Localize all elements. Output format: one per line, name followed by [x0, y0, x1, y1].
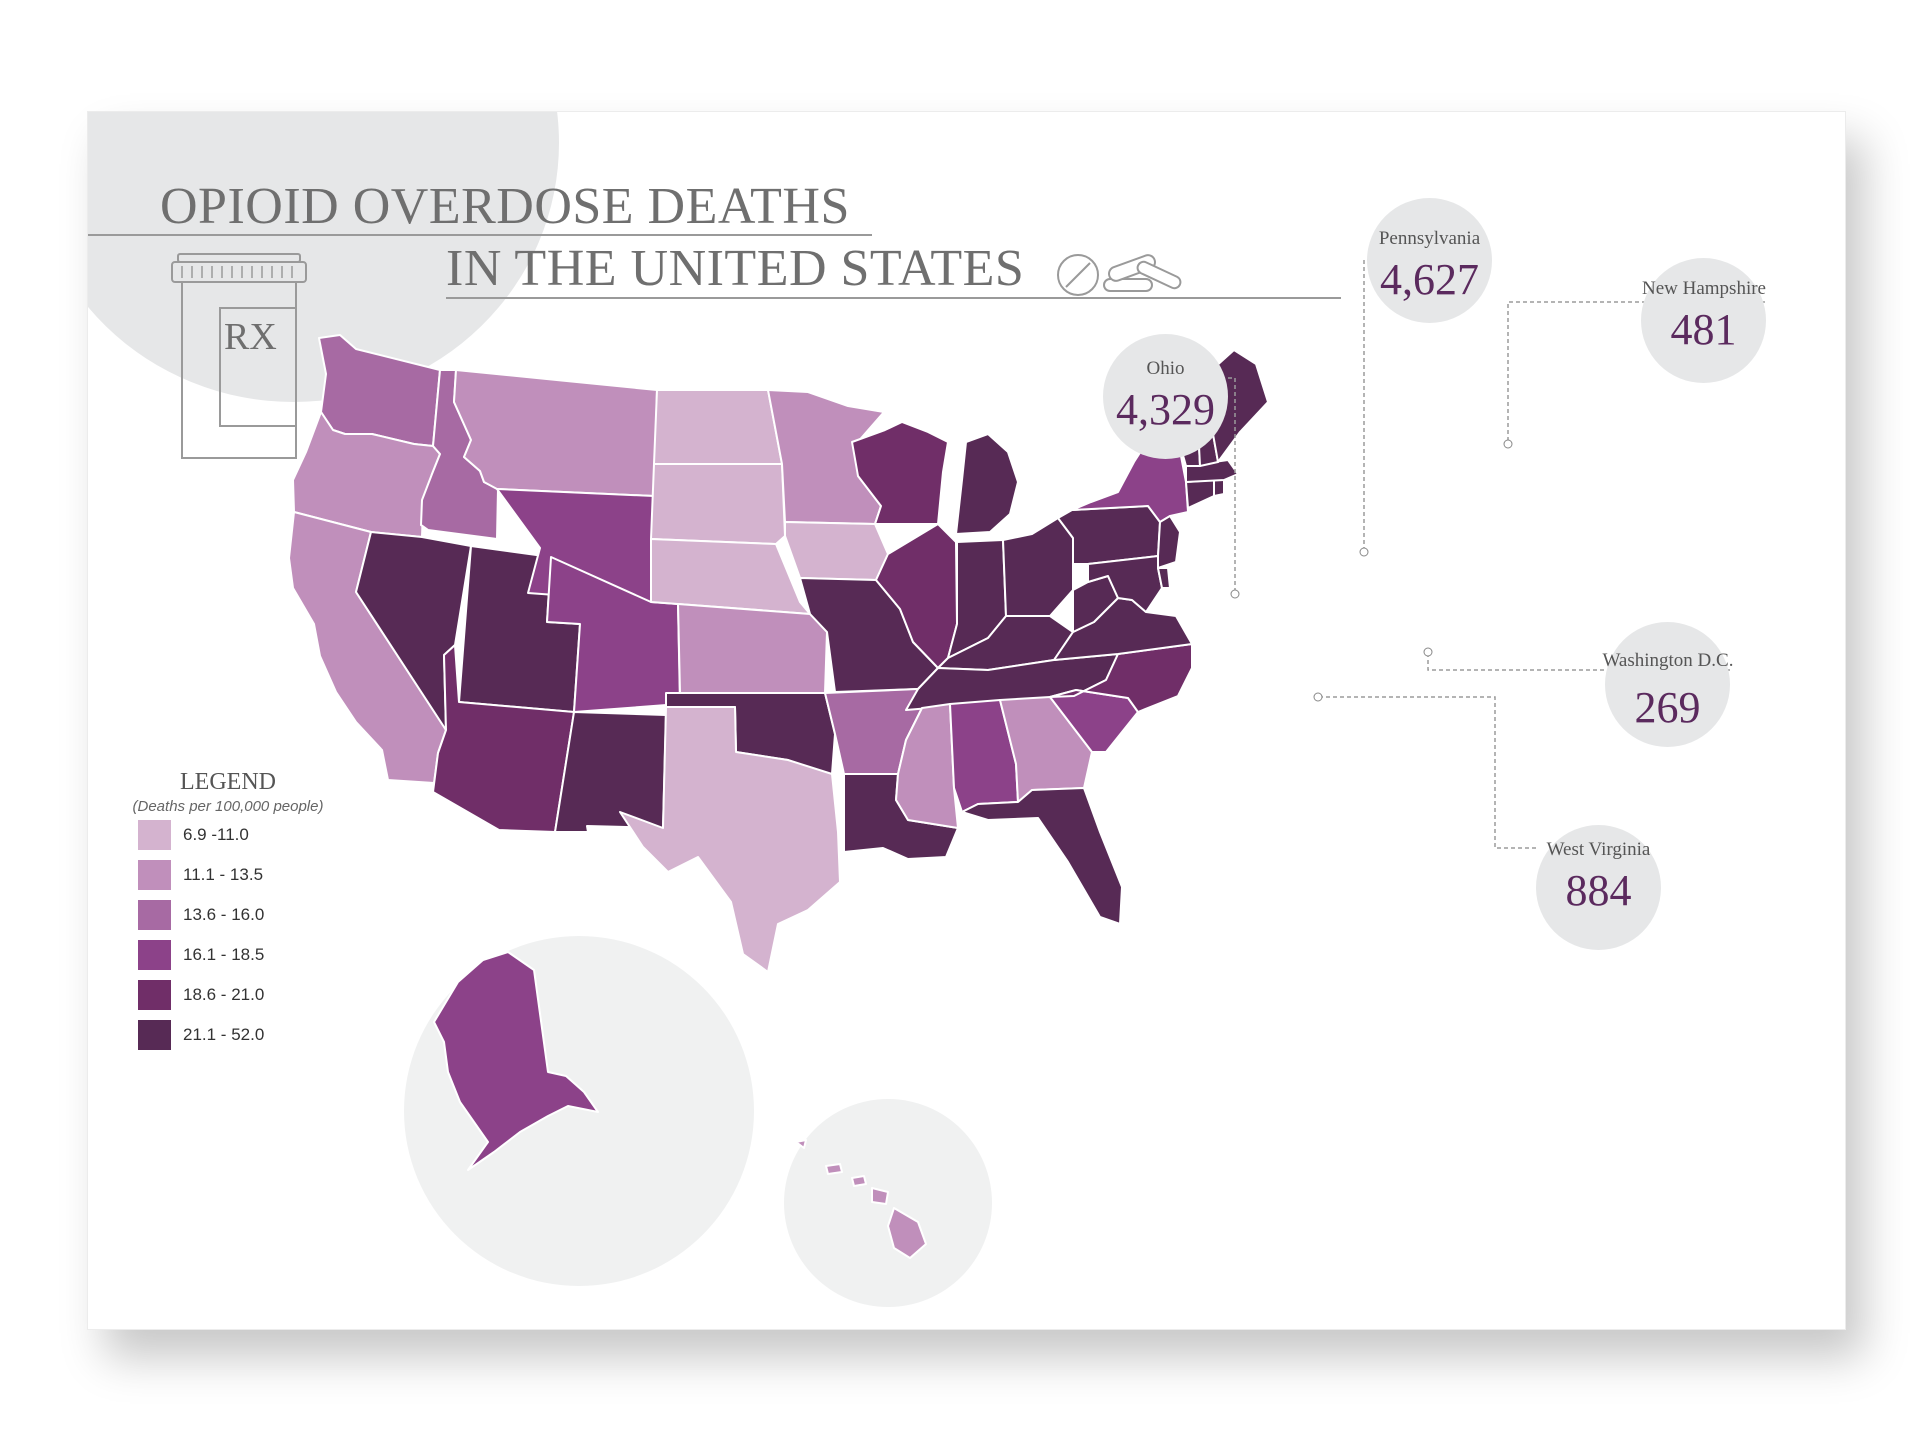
legend-swatch: [138, 1020, 171, 1050]
infographic-card: RX OPIOID OVERDOSE DEATHS IN THE UNITED …: [87, 111, 1846, 1330]
hawaii-inset-circle: [784, 1099, 992, 1307]
legend-swatch: [138, 860, 171, 890]
state-ohio: [1002, 517, 1074, 617]
state-kansas: [677, 603, 828, 694]
callout-value: 4,329: [1116, 385, 1215, 434]
state-north-dakota: [653, 389, 783, 465]
state-new-mexico: [554, 711, 667, 833]
state-florida: [961, 787, 1123, 925]
state-arizona: [432, 644, 575, 833]
leader-dot: [1503, 439, 1513, 449]
legend-item: 6.9 -11.0: [138, 815, 328, 855]
page-title-line1: OPIOID OVERDOSE DEATHS: [160, 178, 850, 235]
legend-label: 18.6 - 21.0: [183, 985, 265, 1004]
legend-swatch: [138, 940, 171, 970]
callout-value: 269: [1634, 683, 1701, 732]
page-title-line2: IN THE UNITED STATES: [446, 240, 1025, 297]
bottle-label: RX: [224, 316, 277, 358]
legend-item: 13.6 - 16.0: [138, 895, 328, 935]
callout-new-hampshire: New Hampshire 481: [1641, 258, 1766, 383]
legend-label: 13.6 - 16.0: [183, 905, 265, 924]
callout-name: West Virginia: [1546, 839, 1651, 860]
title-underline-1: [88, 234, 872, 236]
callout-value: 4,627: [1380, 255, 1479, 304]
callout-name: Washington D.C.: [1602, 650, 1734, 671]
state-montana: [453, 369, 658, 497]
callout-name: Pennsylvania: [1378, 228, 1481, 249]
legend-item: 18.6 - 21.0: [138, 975, 328, 1015]
callout-washington-dc: Washington D.C. 269: [1603, 622, 1733, 747]
legend-swatch: [138, 820, 171, 850]
state-wisconsin: [851, 421, 949, 525]
state-texas: [619, 706, 841, 973]
legend-title: LEGEND: [180, 769, 276, 795]
state-washington: [318, 334, 441, 447]
callout-pennsylvania: Pennsylvania 4,627: [1367, 198, 1492, 323]
pill-bottle-icon: [171, 253, 307, 459]
callout-value: 481: [1670, 305, 1737, 354]
legend-label: 16.1 - 18.5: [183, 945, 265, 964]
legend-label: 6.9 -11.0: [183, 825, 249, 844]
state-pennsylvania: [1057, 505, 1161, 565]
legend-label: 11.1 - 13.5: [183, 865, 264, 884]
callout-name: Ohio: [1146, 358, 1185, 379]
state-iowa: [784, 521, 889, 581]
state-alaska: [433, 951, 599, 1171]
callout-west-virginia: West Virginia 884: [1536, 825, 1661, 950]
legend-item: 16.1 - 18.5: [138, 935, 328, 975]
state-new-jersey: [1157, 515, 1181, 569]
state-rhode-island: [1213, 479, 1225, 497]
leader-dot: [1313, 692, 1323, 702]
state-north-carolina: [1049, 643, 1193, 713]
leader-dot: [1359, 547, 1369, 557]
leader-dot: [1230, 589, 1240, 599]
callout-value: 884: [1565, 866, 1632, 915]
legend-item: 11.1 - 13.5: [138, 855, 328, 895]
title-underline-2: [446, 297, 1341, 299]
legend-item: 21.1 - 52.0: [138, 1015, 328, 1055]
state-connecticut: [1185, 479, 1215, 509]
callout-ohio: Ohio 4,329: [1103, 334, 1228, 459]
state-maryland: [1087, 555, 1163, 613]
legend: LEGEND (Deaths per 100,000 people) 6.9 -…: [128, 769, 328, 1055]
state-michigan: [955, 433, 1019, 535]
us-choropleth-map: [288, 259, 1765, 1259]
state-delaware: [1157, 567, 1171, 589]
state-south-dakota: [650, 463, 786, 545]
pills-icon: [1057, 254, 1182, 296]
leader-dot: [1423, 647, 1433, 657]
callout-name: New Hampshire: [1642, 278, 1766, 299]
state-mississippi: [895, 703, 959, 829]
state-hawaii: [795, 1139, 927, 1259]
legend-swatch: [138, 900, 171, 930]
legend-swatch: [138, 980, 171, 1010]
state-nebraska: [650, 538, 811, 615]
legend-subtitle: (Deaths per 100,000 people): [132, 798, 324, 815]
legend-label: 21.1 - 52.0: [183, 1025, 265, 1044]
leader-west-virginia: [1318, 696, 1536, 849]
